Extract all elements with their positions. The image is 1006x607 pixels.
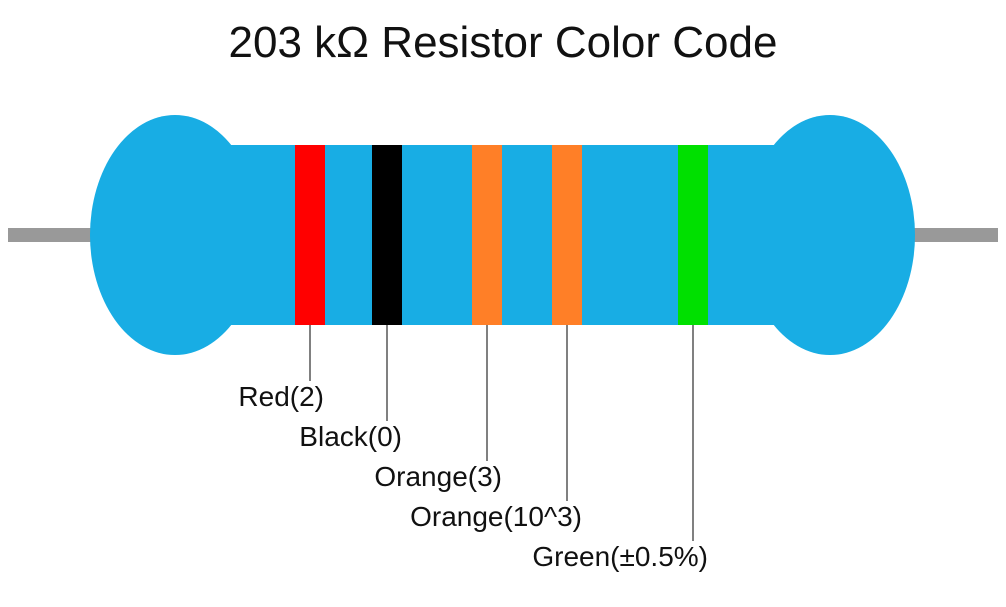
band-1 xyxy=(295,145,325,325)
band-1-label: Red(2) xyxy=(238,381,324,413)
band-4 xyxy=(552,145,582,325)
band-4-label: Orange(10^3) xyxy=(410,501,582,533)
diagram-root: 203 kΩ Resistor Color Code Red(2)Black(0… xyxy=(0,0,1006,607)
band-3-label: Orange(3) xyxy=(374,461,502,493)
barrel xyxy=(200,145,805,325)
band-2 xyxy=(372,145,402,325)
band-2-label: Black(0) xyxy=(299,421,402,453)
band-3 xyxy=(472,145,502,325)
band-5-label: Green(±0.5%) xyxy=(532,541,708,573)
band-5 xyxy=(678,145,708,325)
